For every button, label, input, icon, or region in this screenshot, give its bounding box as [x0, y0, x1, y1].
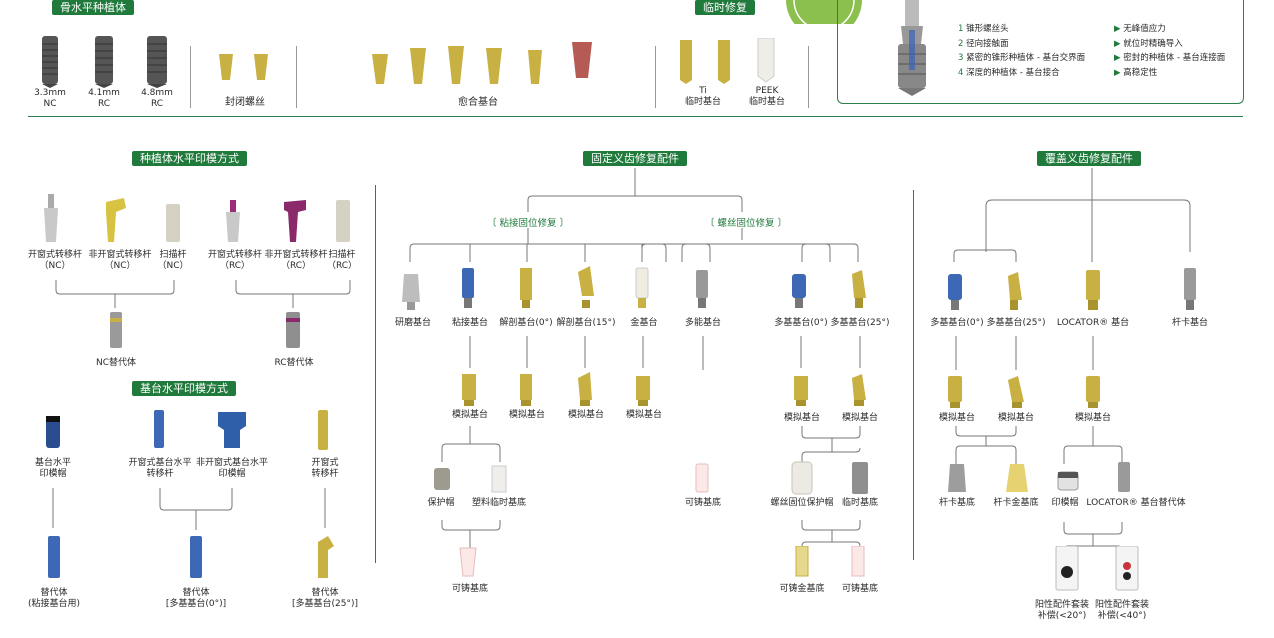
abutment-impression-lines	[52, 488, 326, 530]
label-open-tray-rc: 开窗式转移杆 （RC）	[207, 250, 263, 271]
info-left-list: 1 锥形螺丝头 2 径向接触面 3 紧密的锥形种植体 - 基台交界面 4 深度的…	[958, 24, 1086, 78]
label-open-tray-nc: 开窗式转移杆 （NC）	[27, 250, 83, 271]
fixed-tree-lines	[409, 168, 859, 262]
implant-nc-icon	[42, 36, 58, 88]
fixed-label-3: 解剖基台(0°)	[499, 318, 553, 328]
temp-base-label: 临时基底	[841, 498, 879, 508]
male-kit-icons	[1055, 546, 1139, 591]
impression-bracket-lines	[55, 280, 351, 308]
info-right-list: ▶ 无峰值应力 ▶ 就位时精确导入 ▶ 密封的种植体 - 基台连接面 ▶ 高稳定…	[1114, 24, 1226, 78]
abutment-impression-title: 基台水平印模方式	[132, 381, 236, 396]
label-abutment-cap: 基台水平 印模帽	[34, 458, 72, 479]
bar-gold-label: 杆卡金基底	[993, 498, 1039, 508]
fixed-abutments-icons	[402, 266, 866, 310]
impression-section-title: 种植体水平印模方式	[132, 151, 247, 166]
od-row2-lines	[955, 336, 1094, 370]
overdenture-section-title: 覆盖义齿修复配件	[1037, 151, 1141, 166]
od-bar-icons	[948, 462, 1130, 492]
healing-abutment-label: 愈合基台	[458, 97, 498, 108]
fixed-label-5: 金基台	[630, 318, 658, 328]
overdenture-tree-lines	[953, 168, 1191, 262]
implant-size-2: 4.1mm RC	[88, 88, 120, 109]
cemented-subtitle: 〔 粘接固位修复 〕	[486, 218, 570, 229]
fixed-label-1: 研磨基台	[394, 318, 432, 328]
screw-cap-label: 螺丝固位保护帽	[770, 498, 834, 508]
analog-label-1: 模拟基台	[451, 410, 489, 420]
implant-cross-section-icon	[898, 0, 926, 96]
label-rep2: 替代体 [多基基台(0°)]	[165, 588, 227, 609]
temp-peek-label: PEEK 临时基台	[748, 86, 786, 107]
od-analog-label-1: 模拟基台	[938, 413, 976, 423]
cast-gold-label: 可铸金基底	[779, 584, 825, 594]
temporary-abutment-icon	[680, 38, 775, 84]
temp-restoration-title: 临时修复	[695, 0, 755, 15]
fixed-label-8: 多基基台(25°)	[830, 318, 890, 328]
analog-label-2: 模拟基台	[508, 410, 546, 420]
locator-rep-label: LOCATOR® 基台替代体	[1086, 498, 1186, 508]
od-analog-label-2: 模拟基台	[997, 413, 1035, 423]
bar-base-label: 杆卡基底	[938, 498, 976, 508]
rc-analog-label: RC替代体	[274, 358, 314, 368]
fixed-label-6: 多能基台	[684, 318, 722, 328]
impression-copings-icon	[44, 194, 350, 242]
analog-label-5: 模拟基台	[783, 413, 821, 423]
implant-rc48-icon	[147, 36, 167, 88]
label-closed-tray-nc: 非开窗式转移杆 （NC）	[88, 250, 152, 271]
analog-label-3: 模拟基台	[567, 410, 605, 420]
label-ab-open: 开窗式基台水平 转移杆	[128, 458, 192, 479]
analog-label-6: 模拟基台	[841, 413, 879, 423]
od-lower-lines	[955, 426, 1123, 562]
implant-size-1: 3.3mm NC	[34, 88, 66, 109]
protect-cap-label: 保护帽	[427, 498, 455, 508]
conical-connection-seal-icon	[786, 0, 862, 24]
od-label-2: 多基基台(25°)	[986, 318, 1046, 328]
od-analog-icons	[948, 376, 1100, 408]
conical-connection-info-box	[837, 0, 1244, 104]
label-ab-open2: 开窗式 转移杆	[311, 458, 339, 479]
protect-caps-icons	[434, 461, 868, 495]
male-40-label: 阳性配件套装 补偿(<40°)	[1094, 600, 1150, 621]
fixed-row2-lines	[469, 336, 861, 370]
label-scan-body-rc: 扫描杆 （RC）	[326, 250, 358, 271]
fixed-label-2: 粘接基台	[451, 318, 489, 328]
od-label-3: LOCATOR® 基台	[1056, 318, 1130, 328]
label-rep1: 替代体 (粘接基台用)	[27, 588, 81, 609]
closure-screw-label: 封闭螺丝	[225, 97, 265, 108]
castable-label-3: 可铸基底	[841, 584, 879, 594]
implant-size-3: 4.8mm RC	[141, 88, 173, 109]
imp-cap-label: 印模帽	[1051, 498, 1079, 508]
male-20-label: 阳性配件套装 补偿(<20°)	[1034, 600, 1090, 621]
nc-analog-label: NC替代体	[95, 358, 137, 368]
fixed-lower-lines	[441, 426, 861, 556]
healing-abutment-icon	[372, 42, 592, 84]
bone-level-title: 骨水平种植体	[52, 0, 134, 15]
analog-label-4: 模拟基台	[625, 410, 663, 420]
implant-rc41-icon	[95, 36, 113, 88]
fixed-section-title: 固定义齿修复配件	[583, 151, 687, 166]
fixed-label-7: 多基基台(0°)	[774, 318, 828, 328]
od-label-4: 杆卡基台	[1171, 318, 1209, 328]
od-label-1: 多基基台(0°)	[930, 318, 984, 328]
closure-screw-icon	[219, 54, 268, 80]
castable-bases-icons	[459, 546, 865, 577]
label-closed-tray-rc: 非开窗式转移杆 （RC）	[264, 250, 328, 271]
implant-analog-icon	[110, 312, 300, 348]
screwed-subtitle: 〔 螺丝固位修复 〕	[704, 218, 788, 229]
temp-ti-label: Ti 临时基台	[684, 86, 722, 107]
plastic-temp-label: 塑料临时基底	[471, 498, 527, 508]
label-scan-body-nc: 扫描杆 （NC）	[157, 250, 189, 271]
castable-label-2: 可铸基底	[451, 584, 489, 594]
abutment-impression-icons	[46, 410, 328, 450]
overdenture-abutment-icons	[948, 268, 1196, 310]
analog-abutments-icons	[462, 372, 866, 406]
od-analog-label-3: 模拟基台	[1074, 413, 1112, 423]
label-ab-closed: 非开窗式基台水平 印模帽	[195, 458, 269, 479]
fixed-label-4: 解剖基台(15°)	[556, 318, 616, 328]
castable-label-1: 可铸基底	[684, 498, 722, 508]
label-rep3: 替代体 [多基基台(25°)]	[292, 588, 358, 609]
abutment-analog-icons	[48, 536, 334, 578]
